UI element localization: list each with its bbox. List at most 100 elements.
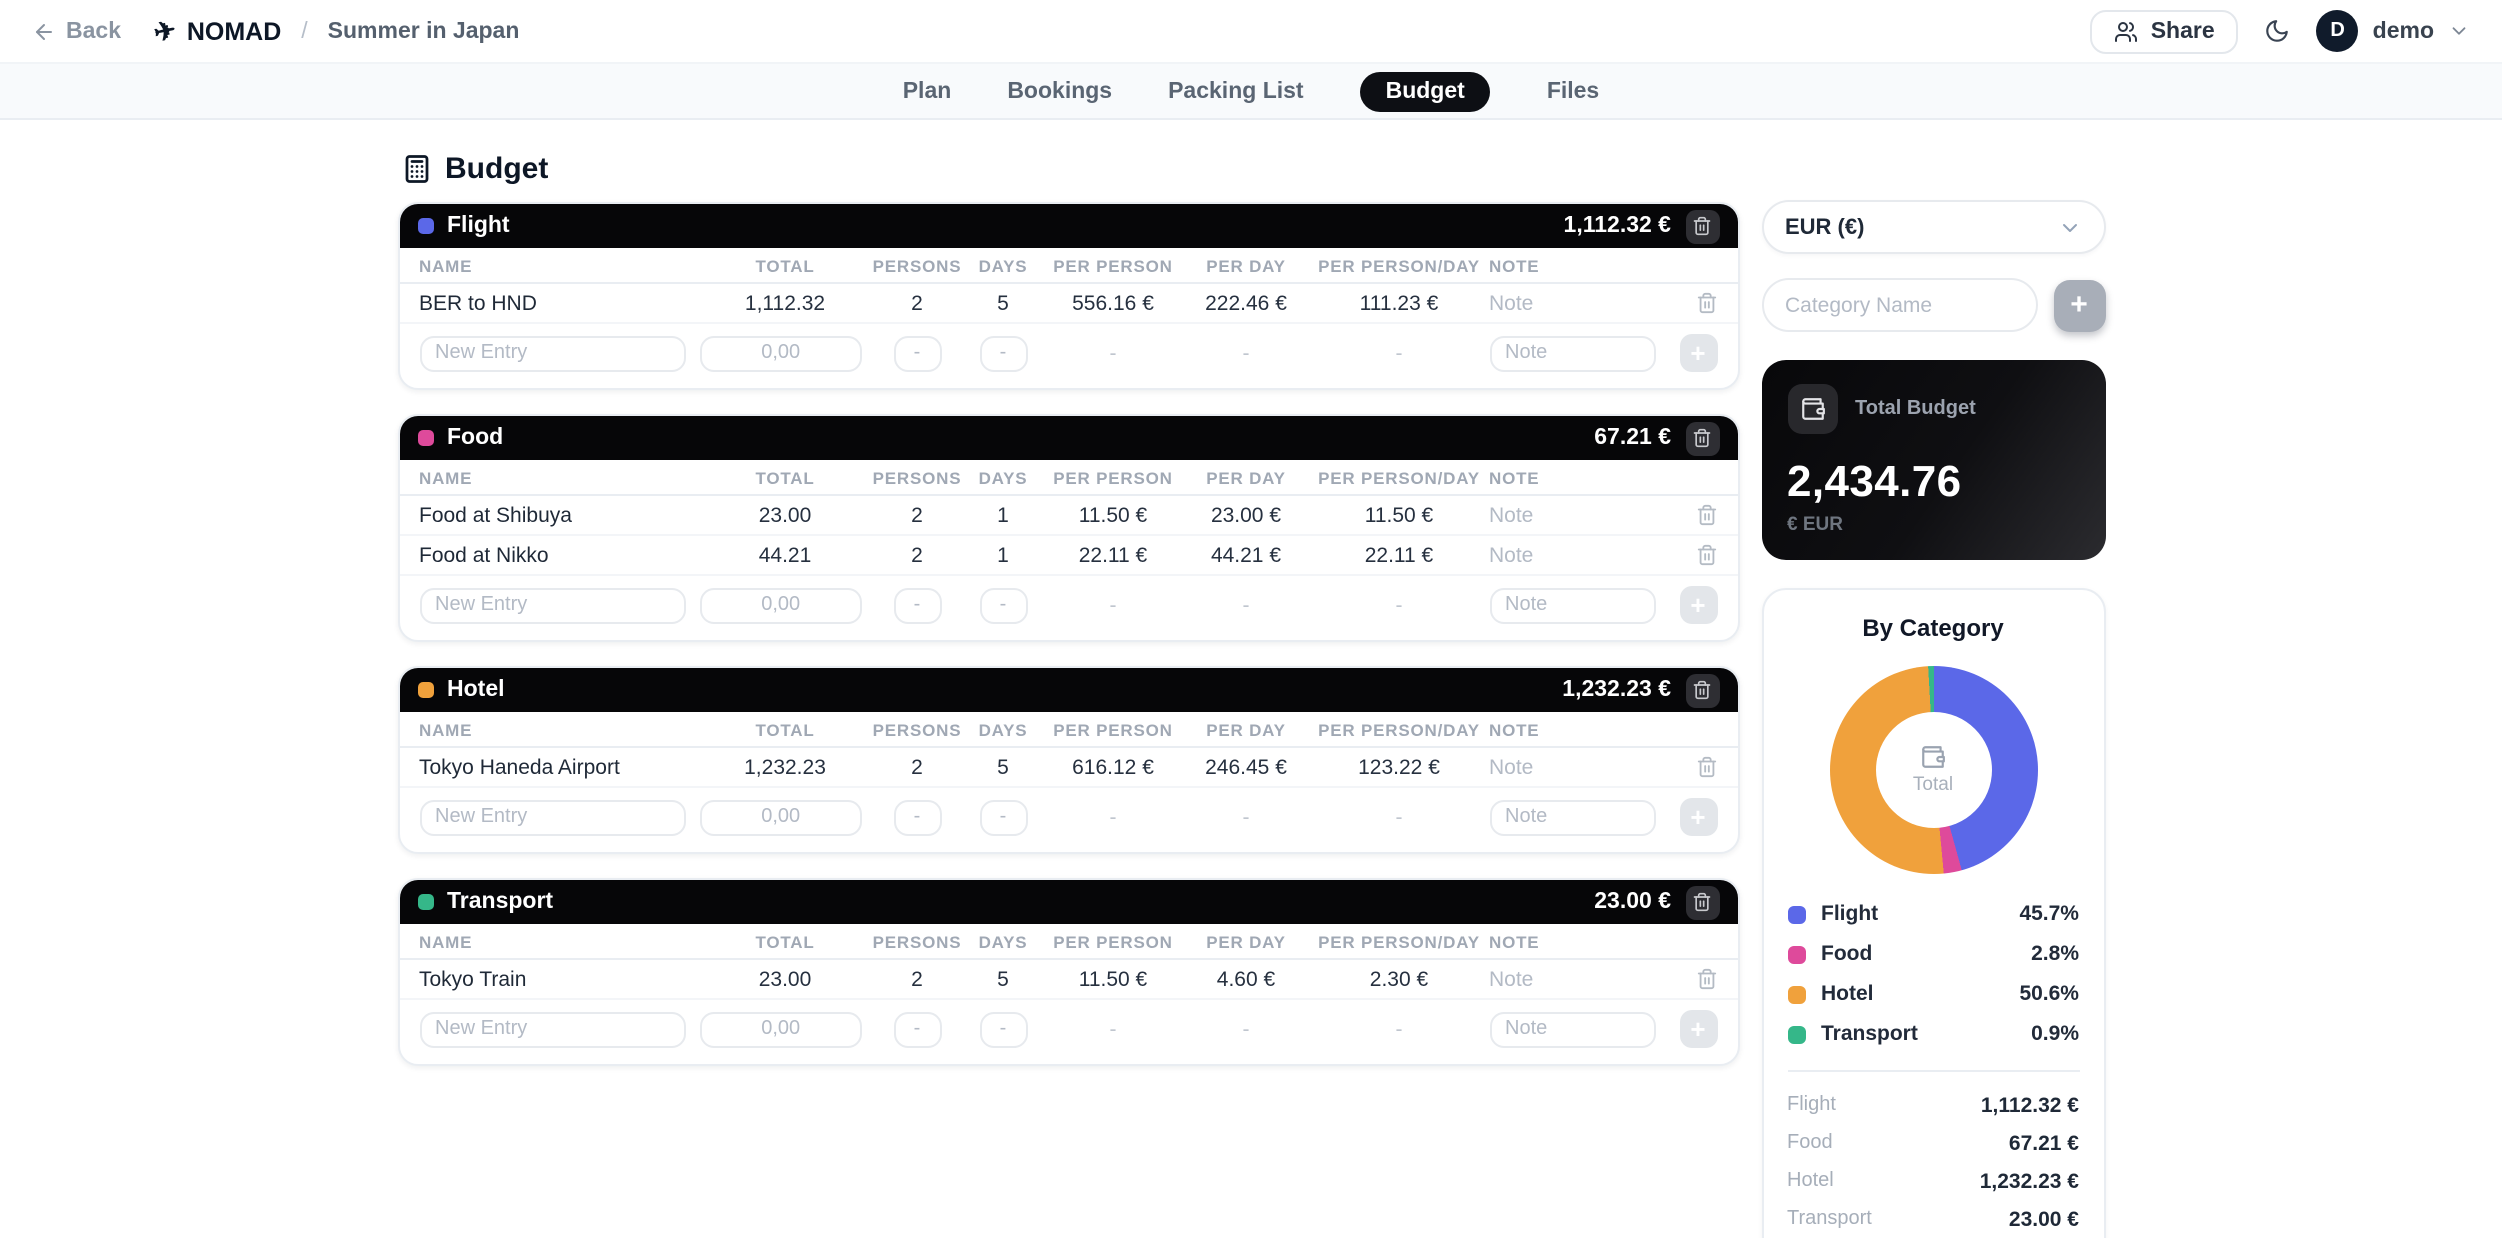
delete-category-button[interactable] [1685, 421, 1719, 455]
total-budget-amount: 2,434.76 [1787, 456, 1962, 506]
share-button[interactable]: Share [2090, 9, 2239, 53]
category-amounts-list: Flight 1,112.32 € Food 67.21 € Hotel 1,232.23… [1787, 1086, 2079, 1238]
new-entry-persons-input[interactable] [893, 799, 941, 835]
delete-entry-button[interactable] [1695, 756, 1717, 778]
back-button[interactable]: Back [32, 19, 121, 43]
new-entry-total-input[interactable] [699, 335, 863, 371]
category-header: Hotel 1,232.23 € [399, 668, 1737, 712]
new-entry-note-input[interactable] [1489, 587, 1657, 623]
trash-icon [1696, 544, 1716, 566]
budget-entry-row: BER to HND 1,112.32 2 5 556.16 € 222.46 € 111.… [399, 284, 1737, 324]
new-entry-note-input[interactable] [1489, 799, 1657, 835]
new-entry-persons-input[interactable] [893, 587, 941, 623]
sidebar: EUR (€) + Total Budget 2,434.76 € EUR By… [1761, 200, 2105, 1238]
delete-entry-button[interactable] [1695, 968, 1717, 990]
currency-select[interactable]: EUR (€) [1761, 200, 2105, 254]
new-entry-total-input[interactable] [699, 587, 863, 623]
per-person-day-dash: - [1395, 593, 1403, 617]
category-title: Flight [447, 214, 510, 238]
entry-note-field[interactable]: Note [1489, 291, 1534, 315]
tab-plan[interactable]: Plan [902, 79, 952, 103]
delete-entry-button[interactable] [1695, 504, 1717, 526]
chart-title: By Category [1862, 614, 2004, 642]
legend-item: Transport 0.9% [1787, 1014, 2079, 1054]
add-entry-button[interactable]: + [1679, 334, 1717, 372]
amount-category-label: Hotel [1787, 1170, 1834, 1192]
entry-persons[interactable]: 2 [911, 755, 923, 779]
entry-days[interactable]: 1 [997, 503, 1009, 527]
per-day-dash: - [1242, 805, 1250, 829]
new-entry-note-input[interactable] [1489, 1011, 1657, 1047]
entry-persons[interactable]: 2 [911, 503, 923, 527]
delete-category-button[interactable] [1685, 885, 1719, 919]
entry-per-person: 616.12 € [1072, 755, 1154, 779]
category-amount-row: Food 67.21 € [1787, 1124, 2079, 1162]
new-entry-persons-input[interactable] [893, 1011, 941, 1047]
column-header: PER PERSON/DAY [1318, 931, 1480, 951]
column-header-row: NAME TOTAL PERSONS DAYS PER PERSON PER DAY PER… [399, 924, 1737, 960]
entry-name[interactable]: Tokyo Train [419, 967, 527, 991]
new-entry-days-input[interactable] [979, 1011, 1027, 1047]
new-entry-persons-input[interactable] [893, 335, 941, 371]
delete-entry-button[interactable] [1695, 292, 1717, 314]
new-entry-name-input[interactable] [419, 799, 685, 835]
tab-files[interactable]: Files [1546, 79, 1600, 103]
category-color-dot [417, 218, 433, 234]
entry-name[interactable]: BER to HND [419, 291, 537, 315]
entry-days[interactable]: 1 [997, 543, 1009, 567]
entry-name[interactable]: Tokyo Haneda Airport [419, 755, 620, 779]
new-entry-total-input[interactable] [699, 799, 863, 835]
budget-tables-column: Budget Flight 1,112.32 € NAME TOTAL PERSONS D… [397, 152, 1739, 1090]
new-entry-days-input[interactable] [979, 335, 1027, 371]
entry-persons[interactable]: 2 [911, 291, 923, 315]
entry-name[interactable]: Food at Shibuya [419, 503, 572, 527]
dark-mode-toggle[interactable] [2265, 18, 2291, 44]
entry-total[interactable]: 1,232.23 [744, 755, 826, 779]
entry-days[interactable]: 5 [997, 755, 1009, 779]
entry-total[interactable]: 44.21 [758, 543, 812, 567]
delete-entry-button[interactable] [1695, 544, 1717, 566]
entry-total[interactable]: 1,112.32 [744, 291, 826, 315]
legend-percent: 45.7% [2019, 902, 2079, 926]
add-entry-button[interactable]: + [1679, 798, 1717, 836]
entry-total[interactable]: 23.00 [758, 503, 812, 527]
chevron-down-icon [2062, 223, 2076, 231]
per-person-day-dash: - [1395, 341, 1403, 365]
new-entry-name-input[interactable] [419, 587, 685, 623]
entry-per-person: 11.50 € [1078, 967, 1148, 991]
new-entry-total-input[interactable] [699, 1011, 863, 1047]
legend-label: Flight [1821, 902, 1879, 926]
tab-budget[interactable]: Budget [1359, 71, 1491, 111]
entry-days[interactable]: 5 [997, 291, 1009, 315]
entry-note-field[interactable]: Note [1489, 503, 1534, 527]
brand-name: NOMAD [186, 17, 282, 45]
entry-persons[interactable]: 2 [911, 967, 923, 991]
entry-per-day: 246.45 € [1205, 755, 1287, 779]
entry-note-field[interactable]: Note [1489, 967, 1534, 991]
entry-name[interactable]: Food at Nikko [419, 543, 549, 567]
delete-category-button[interactable] [1685, 673, 1719, 707]
user-menu[interactable]: D demo [2316, 10, 2470, 52]
entry-total[interactable]: 23.00 [758, 967, 812, 991]
column-header: PER DAY [1206, 719, 1286, 739]
brand-logo[interactable]: ✈ NOMAD [150, 14, 282, 48]
entry-days[interactable]: 5 [997, 967, 1009, 991]
column-header: PER PERSON [1053, 719, 1173, 739]
entry-persons[interactable]: 2 [911, 543, 923, 567]
column-header: PERSONS [872, 255, 962, 275]
delete-category-button[interactable] [1685, 209, 1719, 243]
category-name-input[interactable] [1761, 278, 2037, 332]
tab-bookings[interactable]: Bookings [1007, 79, 1113, 103]
add-category-button[interactable]: + [2053, 279, 2105, 331]
tab-packing-list[interactable]: Packing List [1168, 79, 1304, 103]
new-entry-name-input[interactable] [419, 335, 685, 371]
add-entry-button[interactable]: + [1679, 586, 1717, 624]
add-entry-button[interactable]: + [1679, 1010, 1717, 1048]
new-entry-note-input[interactable] [1489, 335, 1657, 371]
new-entry-days-input[interactable] [979, 587, 1027, 623]
entry-note-field[interactable]: Note [1489, 543, 1534, 567]
new-entry-days-input[interactable] [979, 799, 1027, 835]
entry-per-person-day: 22.11 € [1364, 543, 1434, 567]
entry-note-field[interactable]: Note [1489, 755, 1534, 779]
new-entry-name-input[interactable] [419, 1011, 685, 1047]
